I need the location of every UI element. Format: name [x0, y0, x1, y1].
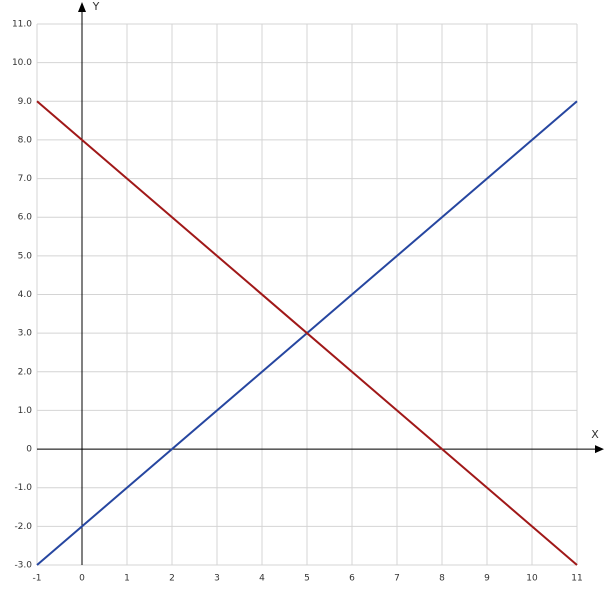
- y-tick-label: 0: [26, 445, 32, 455]
- x-tick-label: 8: [439, 574, 445, 584]
- x-tick-label: 7: [394, 574, 400, 584]
- y-tick-label: 2.0: [18, 367, 33, 377]
- x-axis-label: X: [591, 428, 599, 441]
- y-axis-label: Y: [92, 0, 100, 13]
- y-tick-label: 9.0: [18, 97, 33, 107]
- x-tick-label: 0: [79, 574, 85, 584]
- x-tick-label: 2: [169, 574, 175, 584]
- y-tick-label: -3.0: [14, 561, 32, 571]
- x-tick-label: -1: [33, 574, 42, 584]
- y-tick-label: 11.0: [12, 20, 32, 30]
- y-tick-label: 6.0: [18, 213, 33, 223]
- x-axis-arrow: [595, 445, 604, 454]
- y-tick-label: 10.0: [12, 58, 32, 68]
- x-tick-label: 4: [259, 574, 265, 584]
- y-tick-label: 5.0: [18, 251, 33, 261]
- y-tick-label: 8.0: [18, 135, 33, 145]
- x-tick-label: 1: [124, 574, 130, 584]
- x-tick-label: 5: [304, 574, 310, 584]
- y-axis-arrow: [78, 2, 86, 12]
- y-tick-label: 7.0: [18, 174, 33, 184]
- y-tick-label: -1.0: [14, 483, 32, 493]
- data-line: [36, 100, 578, 566]
- y-tick-label: -2.0: [14, 522, 32, 532]
- y-tick-label: 3.0: [18, 329, 33, 339]
- y-tick-label: 4.0: [18, 290, 33, 300]
- x-tick-label: 11: [571, 574, 582, 584]
- x-tick-label: 10: [526, 574, 538, 584]
- x-tick-label: 6: [349, 574, 355, 584]
- y-tick-label: 1.0: [18, 406, 33, 416]
- x-tick-label: 3: [214, 574, 220, 584]
- x-tick-label: 9: [484, 574, 490, 584]
